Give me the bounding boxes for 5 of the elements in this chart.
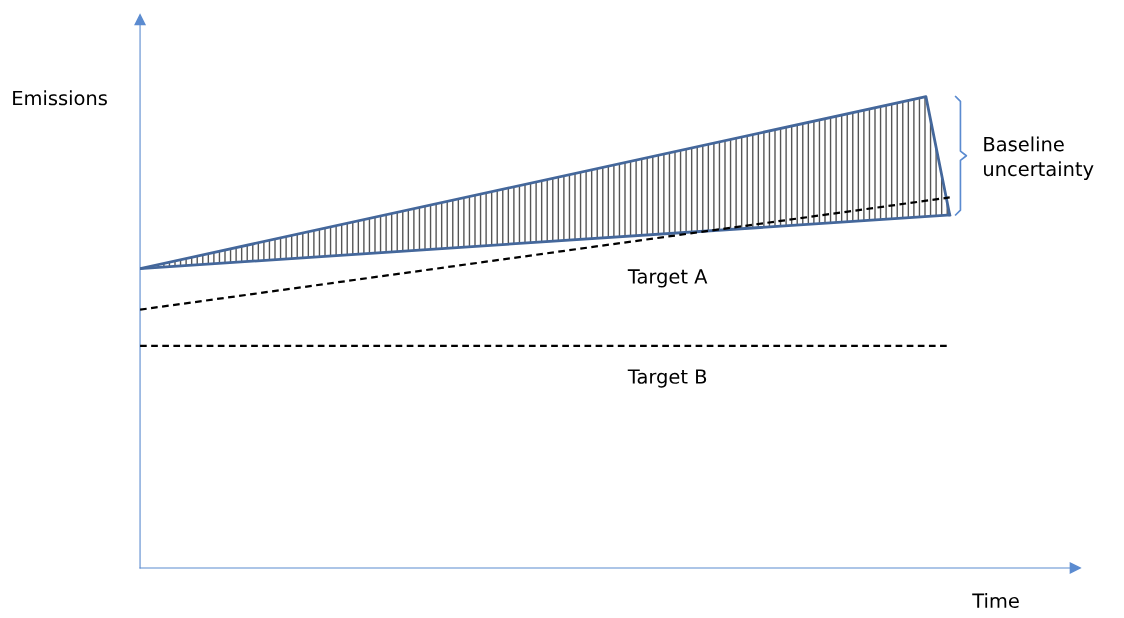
- x-axis-title: Time: [972, 593, 1019, 609]
- annotation: Target A: [627, 269, 708, 288]
- text: Baseline uncertainty: [984, 136, 1094, 180]
- y-axis-title: Emissions: [13, 90, 107, 106]
- annotation: Target B: [627, 369, 707, 388]
